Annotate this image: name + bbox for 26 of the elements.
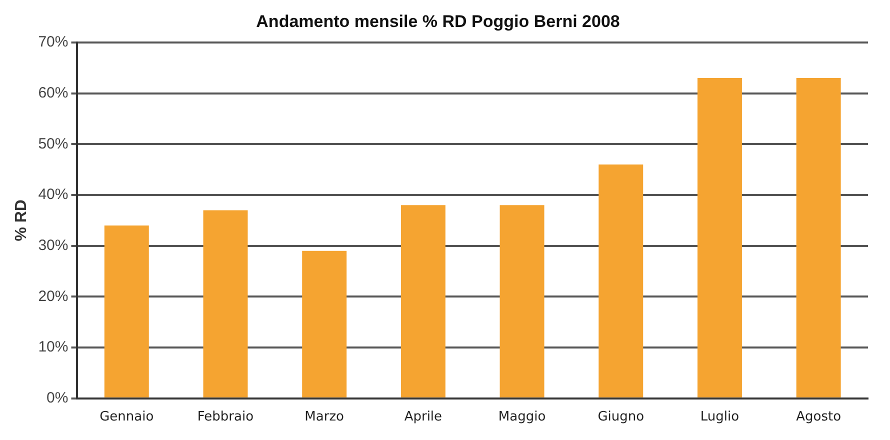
bar — [400, 205, 446, 398]
y-tick-label: 70% — [38, 34, 68, 51]
x-tick-label: Gennaio — [100, 410, 154, 425]
bar — [500, 205, 544, 398]
y-tick-label: 60% — [38, 84, 68, 102]
x-tick-label: Maggio — [498, 410, 546, 425]
chart-title: Andamento mensile % RD Poggio Berni 2008 — [256, 12, 620, 31]
bar — [302, 250, 347, 398]
bar — [104, 225, 149, 398]
y-tick-label: 30% — [38, 236, 68, 254]
bar — [697, 78, 742, 398]
y-tick-label: 0% — [46, 390, 68, 407]
x-tick-label: Febbraio — [197, 410, 254, 425]
y-tick-label: 10% — [38, 338, 68, 356]
bar — [598, 164, 644, 398]
bar — [796, 78, 841, 398]
y-tick-label: 20% — [38, 288, 68, 305]
y-axis-title: % RD — [13, 200, 30, 242]
x-tick-label: Giugno — [598, 410, 644, 425]
bar — [203, 210, 248, 398]
x-tick-label: Marzo — [304, 410, 344, 425]
x-tick-label: Luglio — [700, 410, 740, 425]
y-tick-label: 50% — [38, 135, 68, 152]
x-tick-label: Aprile — [404, 410, 442, 425]
y-tick-label: 40% — [38, 186, 68, 204]
x-tick-label: Agosto — [796, 410, 842, 425]
